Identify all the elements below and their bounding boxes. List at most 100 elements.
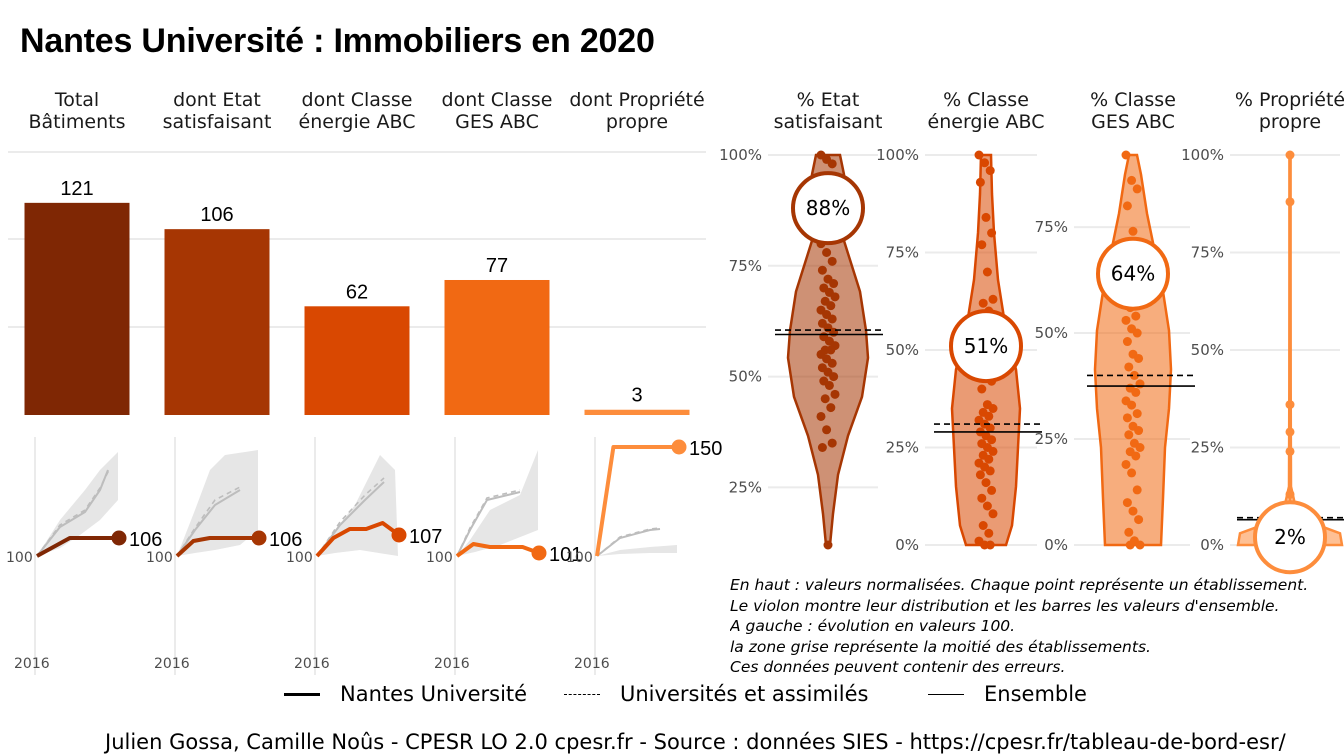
bar-category-label: Bâtiments (29, 111, 126, 133)
violin-point (826, 301, 836, 311)
evolution-x-tick: 2016 (14, 656, 50, 672)
legend-label: Ensemble (984, 682, 1087, 706)
violin-point (988, 509, 998, 519)
violin-point (1121, 150, 1131, 160)
violin-category-label: % Propriété (1235, 89, 1344, 111)
violin-point (829, 279, 839, 289)
violin-point (830, 389, 840, 399)
violin-point (1122, 337, 1132, 347)
violin-point (1127, 468, 1137, 478)
violin-y-tick: 25% (1035, 430, 1068, 448)
note-line: Le violon montre leur distribution et le… (730, 596, 1280, 615)
evolution-end-label: 150 (689, 438, 722, 460)
evolution-x-tick: 2016 (574, 656, 610, 672)
bar (444, 279, 550, 415)
violin-y-tick: 0% (1044, 536, 1068, 554)
evolution-ribbon (597, 545, 677, 556)
bar-value-label: 77 (486, 255, 508, 277)
violin-point (1122, 413, 1132, 423)
violin-point (1127, 175, 1137, 185)
note-line: Ces données peuvent contenir des erreurs… (730, 658, 1066, 676)
evolution-end-point (391, 527, 407, 543)
violin-y-tick: 25% (1191, 439, 1224, 457)
evolution-ribbon (457, 450, 538, 556)
legend-dashed-line-icon (564, 693, 600, 695)
source-footer: Julien Gossa, Camille Noûs - CPESR LO 2.… (105, 730, 1286, 754)
note-line: A gauche : évolution en valeurs 100. (730, 617, 1016, 635)
violin-y-tick: 25% (729, 478, 762, 496)
violin-y-tick: 75% (886, 244, 919, 262)
violin-point (985, 166, 995, 176)
violin-point (1124, 527, 1134, 537)
violin-category-label: propre (1259, 111, 1321, 133)
bar-category-label: énergie ABC (299, 111, 416, 133)
violin-point (987, 485, 997, 495)
legend-solid-line-icon (284, 692, 320, 696)
evolution-universites-line (176, 485, 243, 557)
highlight-circle (949, 309, 1023, 384)
chart-notes: En haut : valeurs normalisées. Chaque po… (730, 575, 1342, 678)
violin-point (1134, 426, 1144, 436)
violin-point (1132, 485, 1142, 495)
violin-point (1121, 459, 1131, 469)
violin-point (984, 454, 994, 464)
violin-point (1132, 184, 1142, 194)
evolution-universites-line (316, 477, 385, 557)
violin-point (822, 248, 832, 257)
highlight-circle (1253, 500, 1327, 575)
evolution-end-point (111, 530, 127, 546)
evolution-ensemble-line (176, 489, 241, 557)
evolution-base-label: 100 (6, 550, 33, 566)
evolution-base-label: 100 (566, 550, 593, 566)
evolution-universites-line (596, 527, 661, 557)
note-line: En haut : valeurs normalisées. Chaque po… (730, 576, 1309, 594)
violin-point (1127, 400, 1137, 410)
violin-point (817, 265, 827, 275)
violin-point (974, 150, 984, 160)
violin-point (1124, 362, 1134, 372)
violin-category-label: GES ABC (1091, 111, 1175, 133)
legend-label: Universités et assimilés (620, 682, 869, 706)
violin-point (980, 158, 990, 168)
violin-point (985, 423, 995, 433)
violin-point (1132, 328, 1142, 338)
evolution-end-label: 101 (549, 544, 582, 566)
violin-point (1129, 370, 1139, 380)
evolution-base-label: 100 (286, 550, 313, 566)
evolution-end-point (251, 530, 267, 546)
bar-category-label: dont Propriété (569, 89, 704, 111)
violin-y-tick: 100% (1181, 146, 1224, 164)
violin-y-tick: 0% (1200, 536, 1224, 554)
violin-point (977, 384, 987, 394)
bar-value-label: 3 (631, 385, 642, 407)
bar-category-label: dont Classe (302, 89, 413, 111)
violin-point (826, 345, 836, 355)
violin-category-label: énergie ABC (928, 111, 1045, 133)
violin-point (985, 466, 995, 476)
violin-point (988, 446, 998, 456)
violin-y-tick: 0% (895, 536, 919, 554)
bar-value-label: 121 (60, 178, 93, 200)
violin-point (1124, 430, 1134, 440)
violin-point (1128, 506, 1138, 516)
bar-category-label: dont Etat (173, 89, 261, 111)
violin-point (1128, 226, 1138, 236)
legend-label: Nantes Université (340, 682, 528, 706)
evolution-universites-line (36, 467, 111, 557)
violin-point (829, 372, 839, 382)
violin-point (827, 438, 837, 448)
violin-point (988, 404, 998, 413)
evolution-ensemble-line (596, 528, 661, 557)
violin-point (817, 443, 827, 452)
violin-category-label: satisfaisant (774, 111, 883, 133)
violin-point (982, 267, 992, 277)
violin-point (1131, 451, 1141, 461)
evolution-universites-line (456, 489, 521, 557)
bar (24, 202, 130, 415)
legend-thin-line-icon (928, 693, 964, 695)
evolution-end-label: 107 (409, 526, 442, 548)
evolution-end-label: 106 (269, 529, 302, 551)
violin-point (978, 521, 988, 530)
